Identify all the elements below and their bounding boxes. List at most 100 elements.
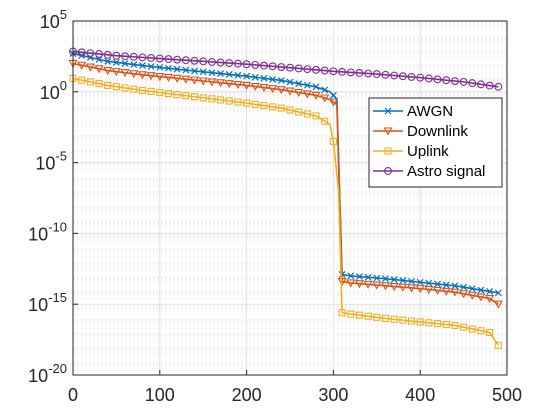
- data-point: [459, 290, 469, 299]
- data-point: [130, 61, 138, 68]
- data-point: [424, 74, 433, 83]
- data-point: [173, 65, 181, 73]
- data-point: [277, 104, 285, 112]
- data-point: [494, 341, 502, 349]
- data-point: [338, 67, 347, 76]
- data-point: [485, 81, 494, 90]
- data-point: [225, 97, 233, 105]
- data-point: [302, 90, 312, 99]
- y-tick-label: 10-15: [28, 290, 67, 315]
- data-point: [156, 63, 164, 71]
- data-point: [416, 278, 424, 286]
- data-point: [451, 282, 459, 290]
- data-point: [390, 71, 399, 80]
- data-point: [155, 73, 165, 82]
- data-point: [181, 56, 190, 65]
- data-point: [269, 103, 277, 111]
- data-point: [416, 318, 424, 326]
- data-point: [190, 56, 199, 65]
- data-point: [139, 62, 146, 70]
- data-point: [380, 282, 391, 291]
- data-point: [389, 282, 399, 292]
- data-point: [225, 59, 234, 68]
- data-point: [251, 100, 259, 108]
- data-point: [286, 106, 294, 114]
- data-point: [407, 317, 416, 325]
- data-point: [390, 276, 398, 284]
- data-point: [268, 62, 277, 71]
- data-point: [112, 83, 120, 91]
- data-point: [320, 94, 330, 103]
- data-point: [147, 87, 155, 95]
- data-point: [208, 95, 216, 103]
- data-point: [347, 272, 355, 280]
- data-point: [233, 59, 242, 68]
- data-point: [442, 321, 450, 329]
- data-point: [320, 66, 329, 75]
- data-point: [121, 52, 130, 61]
- data-point: [477, 327, 485, 335]
- data-point: [442, 281, 450, 289]
- series-astro-signal: [69, 47, 503, 91]
- y-tick-label: 105: [40, 7, 67, 32]
- data-point: [120, 69, 130, 78]
- data-point: [155, 54, 164, 63]
- data-point: [268, 85, 278, 94]
- data-point: [356, 273, 363, 281]
- data-point: [86, 49, 95, 58]
- data-point: [217, 96, 225, 104]
- data-point: [259, 84, 269, 93]
- data-point: [434, 280, 441, 288]
- data-point: [147, 63, 155, 70]
- data-point: [460, 283, 468, 291]
- y-tick-label: 10-5: [35, 149, 67, 174]
- data-point: [416, 73, 425, 82]
- data-point: [190, 93, 199, 101]
- data-point: [243, 72, 251, 80]
- data-point: [303, 81, 311, 89]
- axis-ticks: 0 100 200 300 400 500 105 100 10-5 10-10 10-15 10-2…: [28, 7, 522, 405]
- data-point: [355, 69, 364, 77]
- data-point: [104, 81, 112, 89]
- data-point: [182, 92, 190, 100]
- data-point: [225, 71, 233, 78]
- data-point: [398, 283, 408, 292]
- data-point: [86, 78, 94, 86]
- data-point: [477, 80, 485, 89]
- data-point: [328, 98, 338, 107]
- data-point: [399, 316, 407, 324]
- data-point: [415, 285, 425, 294]
- data-point: [493, 300, 503, 309]
- data-point: [321, 86, 329, 94]
- data-point: [277, 77, 285, 84]
- data-point: [251, 73, 259, 81]
- series-layer: [68, 47, 503, 349]
- data-point: [199, 94, 207, 102]
- data-point: [77, 61, 87, 70]
- data-point: [468, 79, 477, 88]
- data-point: [337, 277, 347, 287]
- data-point: [129, 52, 138, 61]
- legend-label: Astro signal: [407, 163, 485, 180]
- plot-frame: [72, 20, 508, 376]
- data-point: [459, 77, 468, 86]
- data-point: [354, 280, 364, 289]
- data-point: [95, 55, 103, 63]
- data-point: [129, 70, 139, 79]
- data-point: [347, 310, 355, 318]
- data-point: [406, 284, 417, 293]
- data-point: [486, 328, 494, 337]
- data-point: [329, 67, 338, 76]
- data-point: [494, 289, 502, 297]
- data-point: [476, 293, 486, 302]
- data-point: [294, 64, 303, 73]
- data-point: [425, 279, 433, 287]
- data-point: [364, 69, 373, 78]
- data-point: [372, 281, 382, 290]
- legend-entry: Uplink: [373, 143, 449, 160]
- data-point: [111, 68, 121, 77]
- data-point: [216, 58, 225, 67]
- data-point: [94, 65, 104, 74]
- data-point: [95, 50, 103, 58]
- data-point: [260, 61, 268, 70]
